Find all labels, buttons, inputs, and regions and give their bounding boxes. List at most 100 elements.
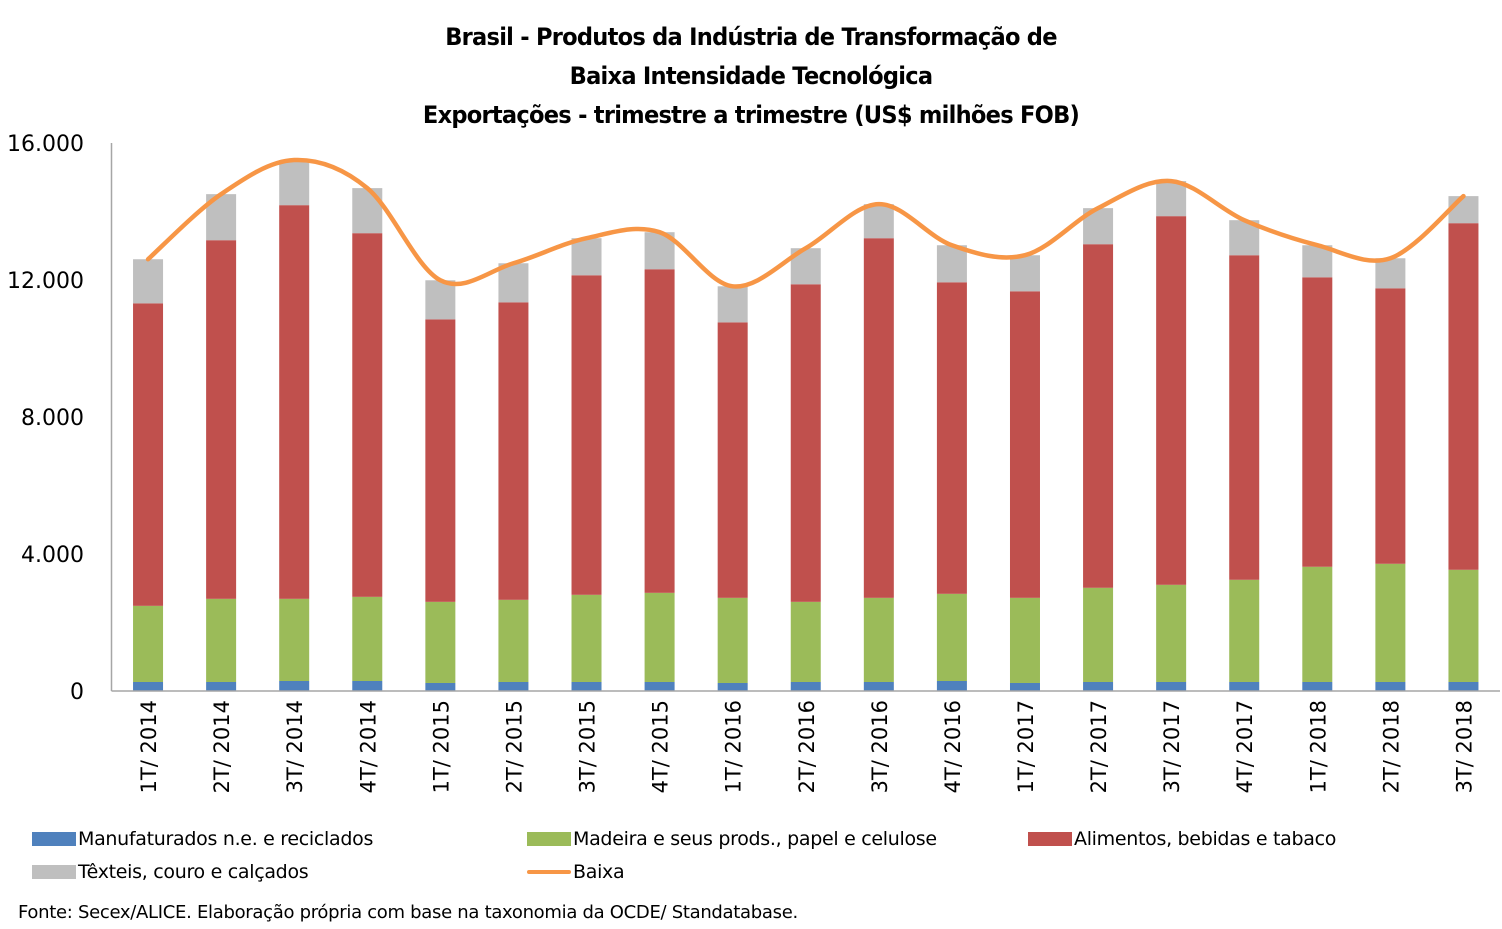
- x-tick-label: 3T/ 2014: [283, 700, 307, 793]
- legend-label: Manufaturados n.e. e reciclados: [78, 828, 374, 850]
- bar-segment-madeira: [1083, 587, 1114, 682]
- legend-item-manufaturados[interactable]: Manufaturados n.e. e reciclados: [32, 828, 373, 850]
- x-tick-label: 2T/ 2014: [210, 700, 234, 793]
- y-tick-label: 8.000: [21, 406, 84, 431]
- x-tick-label: 1T/ 2014: [137, 700, 161, 793]
- bar-segment-madeira: [571, 594, 602, 682]
- bar-segment-têxteis: [571, 238, 602, 276]
- bar-segment-têxteis: [1009, 255, 1040, 292]
- x-tick-label: 2T/ 2015: [502, 700, 526, 793]
- bar-segment-têxteis: [425, 280, 456, 320]
- bar-segment-alimentos: [1083, 244, 1114, 588]
- bar-segment-manufaturados: [644, 681, 675, 691]
- chart-title-line-3: Exportações - trimestre a trimestre (US$…: [422, 101, 1080, 129]
- x-tick-label: 3T/ 2018: [1452, 700, 1476, 793]
- x-tick-label: 3T/ 2016: [868, 700, 892, 793]
- x-tick-label: 2T/ 2018: [1379, 700, 1403, 793]
- bar-segment-manufaturados: [425, 682, 456, 691]
- bar-segment-alimentos: [1229, 255, 1260, 580]
- bar-segment-alimentos: [1375, 288, 1406, 564]
- bar-segment-manufaturados: [1156, 681, 1187, 691]
- x-tick-label: 2T/ 2017: [1087, 700, 1111, 793]
- bar-segment-madeira: [717, 597, 748, 683]
- y-tick-label: 12.000: [7, 269, 84, 294]
- legend-swatch-alimentos: [1028, 832, 1072, 846]
- x-tick-label: 3T/ 2017: [1160, 700, 1184, 793]
- legend-label: Madeira e seus prods., papel e celulose: [573, 828, 937, 850]
- bar-segment-manufaturados: [936, 680, 967, 691]
- y-tick-label: 16.000: [7, 132, 84, 157]
- bar-segment-madeira: [498, 599, 529, 682]
- bar-segment-madeira: [644, 592, 675, 682]
- bar-segment-manufaturados: [1009, 682, 1040, 691]
- x-tick-label: 4T/ 2015: [649, 700, 673, 793]
- bar-segment-madeira: [1302, 566, 1333, 682]
- x-tick-label: 1T/ 2015: [429, 700, 453, 793]
- bar-segment-madeira: [1009, 597, 1040, 683]
- bar-segment-madeira: [133, 605, 164, 682]
- bar-segment-madeira: [936, 593, 967, 681]
- x-tick-label: 1T/ 2016: [722, 700, 746, 793]
- bar-segment-têxteis: [133, 259, 164, 304]
- bar-segment-têxteis: [1156, 181, 1187, 217]
- legend-item-alimentos[interactable]: Alimentos, bebidas e tabaco: [1028, 828, 1336, 850]
- bar-segment-alimentos: [571, 275, 602, 595]
- bar-segment-têxteis: [279, 160, 310, 206]
- x-tick-label: 1T/ 2018: [1306, 700, 1330, 793]
- bar-segment-manufaturados: [790, 681, 821, 691]
- bar-segment-madeira: [352, 596, 383, 681]
- x-tick-label: 2T/ 2016: [795, 700, 819, 793]
- y-tick-label: 4.000: [21, 543, 84, 568]
- bar-segment-têxteis: [1375, 258, 1406, 289]
- bar-segment-têxteis: [352, 188, 383, 234]
- legend-swatch-texteis: [32, 865, 76, 879]
- legend-item-texteis[interactable]: Têxteis, couro e calçados: [32, 861, 309, 883]
- bar-segment-têxteis: [717, 286, 748, 323]
- series-line-baixa: [145, 157, 1466, 289]
- bar-segment-manufaturados: [1375, 681, 1406, 691]
- legend-label: Baixa: [573, 861, 625, 883]
- bar-segment-manufaturados: [1229, 681, 1260, 691]
- x-tick-label: 1T/ 2017: [1014, 700, 1038, 793]
- chart-title-line-1: Brasil - Produtos da Indústria de Transf…: [445, 23, 1057, 51]
- bar-segment-alimentos: [498, 302, 529, 600]
- legend-item-madeira[interactable]: Madeira e seus prods., papel e celulose: [527, 828, 937, 850]
- bar-segment-alimentos: [206, 240, 237, 599]
- bar-segment-manufaturados: [498, 681, 529, 691]
- bar-segment-manufaturados: [133, 681, 164, 691]
- bar-segment-têxteis: [936, 245, 967, 283]
- bar-segment-manufaturados: [206, 681, 237, 691]
- bar-segment-manufaturados: [571, 681, 602, 691]
- bar-segment-madeira: [1448, 569, 1479, 682]
- bar-segment-alimentos: [279, 205, 310, 599]
- bar-segment-têxteis: [498, 263, 529, 303]
- source-note: Fonte: Secex/ALICE. Elaboração própria c…: [18, 902, 798, 923]
- bar-segment-manufaturados: [717, 682, 748, 691]
- legend-line-baixa: [527, 870, 571, 874]
- y-tick-label: 0: [70, 680, 84, 705]
- chart-title: Brasil - Produtos da Indústria de Transf…: [45, 18, 1457, 135]
- bar-segment-manufaturados: [279, 680, 310, 691]
- x-tick-label: 4T/ 2016: [941, 700, 965, 793]
- bar-segment-alimentos: [790, 284, 821, 602]
- bar-segment-alimentos: [936, 282, 967, 594]
- bar-segment-madeira: [1375, 563, 1406, 682]
- bar-segment-madeira: [425, 601, 456, 683]
- bars-layer: [133, 160, 1479, 691]
- bar-segment-madeira: [790, 601, 821, 682]
- bar-segment-alimentos: [863, 238, 894, 598]
- chart-title-line-2: Baixa Intensidade Tecnológica: [569, 62, 934, 90]
- legend-label: Alimentos, bebidas e tabaco: [1074, 828, 1337, 850]
- legend-item-baixa[interactable]: Baixa: [527, 861, 625, 883]
- legend-swatch-manufaturados: [32, 832, 76, 846]
- bar-segment-alimentos: [352, 233, 383, 597]
- bar-segment-alimentos: [1302, 277, 1333, 567]
- x-tick-label: 4T/ 2014: [356, 700, 380, 793]
- legend-swatch-madeira: [527, 832, 571, 846]
- bar-segment-manufaturados: [352, 680, 383, 691]
- bar-segment-madeira: [1229, 579, 1260, 682]
- bar-segment-manufaturados: [1448, 681, 1479, 691]
- bar-segment-alimentos: [717, 322, 748, 598]
- bar-segment-alimentos: [1009, 291, 1040, 598]
- bar-segment-manufaturados: [1083, 681, 1114, 691]
